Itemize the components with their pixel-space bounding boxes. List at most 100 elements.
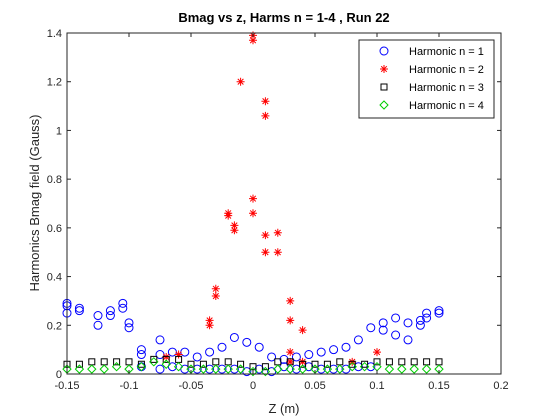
data-point-square — [311, 360, 319, 368]
data-point-circle — [291, 364, 301, 374]
data-point-asterisk — [249, 36, 257, 45]
data-point-circle — [217, 364, 227, 374]
data-point-circle — [155, 364, 165, 374]
data-point-circle — [136, 345, 146, 355]
data-point-diamond — [136, 361, 147, 372]
data-point-square — [150, 355, 158, 363]
data-point-circle — [366, 323, 376, 333]
data-point-asterisk — [298, 357, 307, 366]
data-point-square — [249, 363, 257, 371]
y-tick-label: 0.4 — [47, 272, 62, 284]
data-point-diamond — [211, 364, 221, 374]
data-point-asterisk — [273, 248, 282, 257]
data-point-asterisk — [286, 348, 295, 357]
data-point-circle — [192, 364, 202, 374]
data-point-diamond — [149, 357, 159, 367]
data-point-circle — [229, 332, 239, 342]
y-tick-label: 0 — [56, 369, 62, 381]
data-point-circle — [415, 315, 425, 325]
data-point-circle — [378, 318, 388, 328]
data-point-square — [261, 363, 269, 371]
y-tick-label: 1.2 — [47, 77, 62, 89]
data-point-diamond — [285, 364, 295, 374]
data-point-square — [237, 360, 245, 368]
data-point-circle — [242, 337, 252, 347]
data-point-asterisk — [261, 111, 270, 120]
data-point-asterisk — [174, 350, 183, 359]
data-marks — [62, 31, 444, 377]
data-point-diamond — [260, 366, 271, 377]
y-tick-label: 0.8 — [47, 174, 62, 186]
data-point-square — [348, 360, 356, 368]
data-point-diamond — [384, 364, 395, 374]
data-point-circle — [391, 313, 401, 323]
data-point-asterisk — [286, 296, 295, 305]
data-point-diamond — [87, 364, 97, 374]
data-point-diamond — [74, 364, 85, 374]
data-point-circle — [136, 350, 146, 360]
data-point-square — [75, 360, 83, 368]
data-point-diamond — [111, 361, 122, 372]
data-point-diamond — [99, 364, 109, 374]
data-point-diamond — [161, 359, 171, 369]
data-point-asterisk — [249, 194, 257, 203]
data-point-circle — [304, 350, 314, 360]
data-point-diamond — [322, 364, 333, 374]
legend-item: Harmonic n = 3 — [380, 82, 484, 94]
legend-item: Harmonic n = 4 — [379, 100, 484, 112]
data-point-circle — [316, 347, 326, 357]
y-tick-label: 1 — [56, 125, 62, 137]
data-point-circle — [353, 362, 363, 372]
data-point-circle — [205, 347, 215, 357]
x-tick-label: -0.15 — [54, 380, 79, 392]
legend: Harmonic n = 1 Harmonic n = 2 Harmonic n =… — [358, 39, 495, 119]
data-point-asterisk — [205, 316, 214, 325]
x-tick-label: -0.1 — [120, 380, 139, 392]
data-point-asterisk — [230, 221, 239, 230]
x-tick-label: 0.2 — [493, 380, 508, 392]
data-point-square — [113, 358, 121, 366]
y-tick-label: 0.2 — [47, 320, 62, 332]
legend-item: Harmonic n = 2 — [380, 64, 484, 76]
data-point-circle — [403, 318, 413, 328]
chart-title: Bmag vs z, Harms n = 1-4 , Run 22 — [178, 10, 389, 25]
series-4 — [62, 357, 444, 377]
data-point-circle — [105, 306, 115, 316]
data-point-diamond — [297, 364, 308, 374]
data-point-asterisk — [249, 209, 257, 218]
x-tick-label: 0.1 — [369, 380, 384, 392]
data-point-circle — [217, 342, 227, 352]
legend-marker-square — [380, 83, 388, 91]
data-point-asterisk — [162, 352, 171, 361]
data-point-asterisk — [261, 248, 270, 257]
data-point-asterisk — [261, 97, 270, 106]
series-1 — [62, 298, 444, 377]
data-point-square — [187, 360, 195, 368]
data-point-circle — [422, 308, 432, 318]
data-point-square — [199, 360, 207, 368]
data-point-asterisk — [286, 357, 295, 366]
data-point-circle — [93, 311, 103, 321]
data-point-asterisk — [373, 348, 381, 357]
data-point-circle — [434, 306, 444, 316]
data-point-circle — [74, 303, 84, 313]
data-point-diamond — [397, 364, 407, 374]
data-point-square — [299, 360, 307, 368]
data-point-circle — [192, 352, 202, 362]
data-point-asterisk — [261, 231, 270, 240]
data-point-diamond — [173, 361, 184, 372]
data-point-circle — [267, 352, 277, 362]
y-tick-label: 0.6 — [47, 223, 62, 235]
data-point-diamond — [235, 364, 246, 374]
x-tick-label: 0.05 — [304, 380, 325, 392]
data-point-asterisk — [224, 211, 233, 220]
data-point-square — [373, 358, 381, 366]
axes-frame — [66, 32, 502, 375]
data-point-circle — [366, 362, 376, 372]
data-point-circle — [316, 364, 326, 374]
data-point-circle — [415, 320, 425, 330]
legend-marker-asterisk — [380, 65, 388, 73]
data-point-circle — [341, 342, 351, 352]
data-point-circle — [205, 364, 215, 374]
data-point-asterisk — [205, 321, 214, 330]
